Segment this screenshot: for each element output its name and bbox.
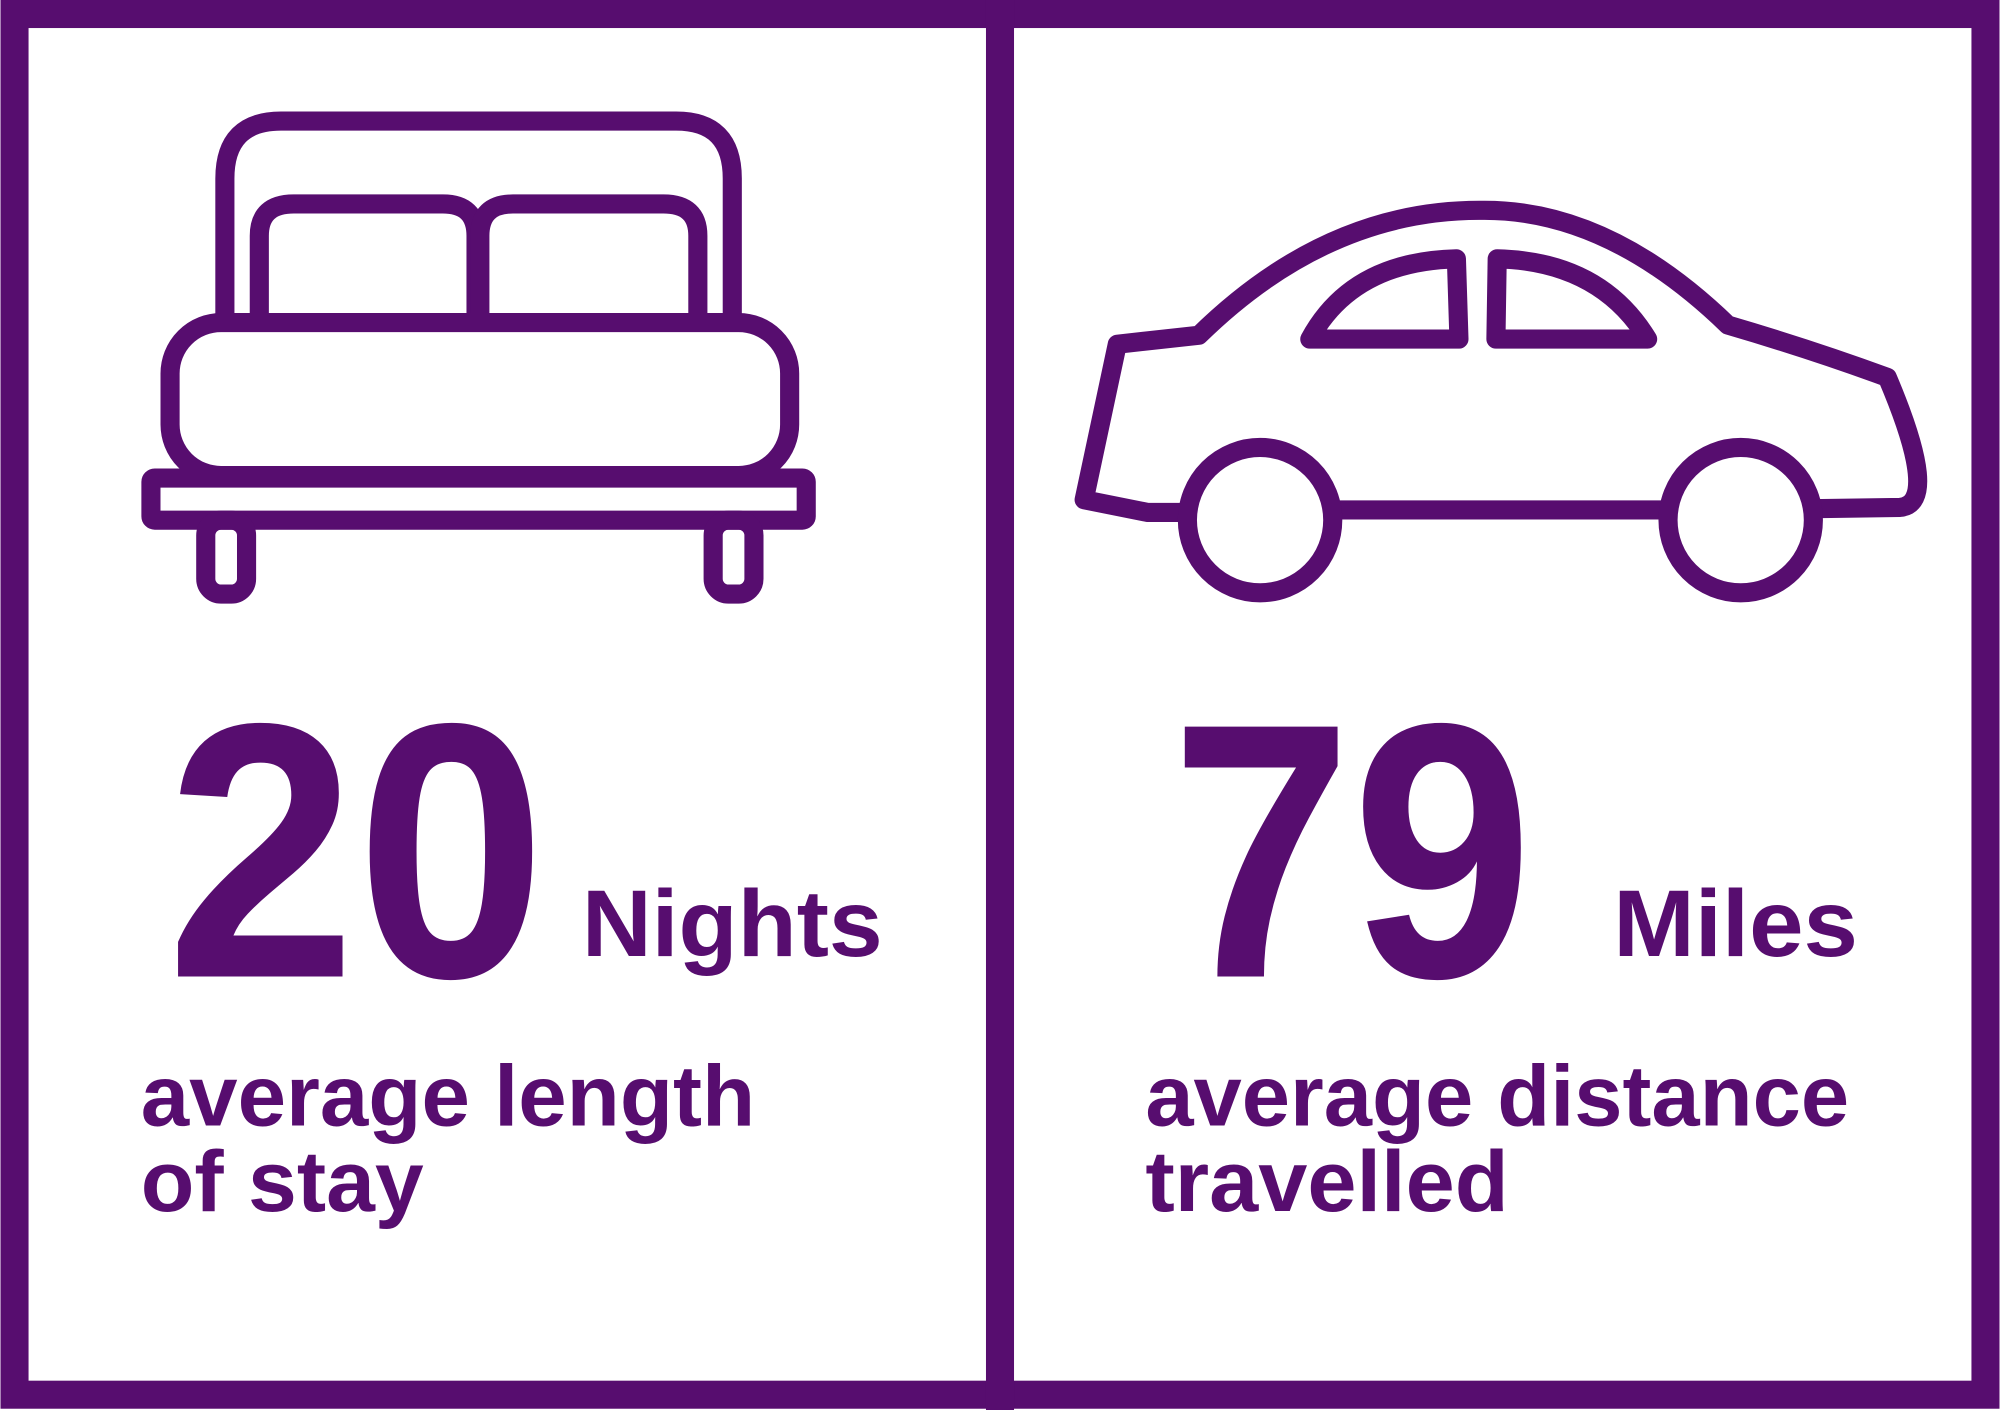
bed-icon [141,111,816,604]
miles-value: 79 [1171,648,1533,1054]
nights-value: 20 [166,648,546,1054]
car-icon [1074,200,1928,603]
miles-caption-line1: average distance [1145,1049,1849,1145]
nights-caption-line2: of stay [141,1134,424,1230]
miles-caption-line2: travelled [1145,1134,1508,1230]
nights-unit: Nights [582,871,883,976]
nights-caption-line1: average length [141,1049,755,1145]
miles-unit: Miles [1613,871,1858,976]
